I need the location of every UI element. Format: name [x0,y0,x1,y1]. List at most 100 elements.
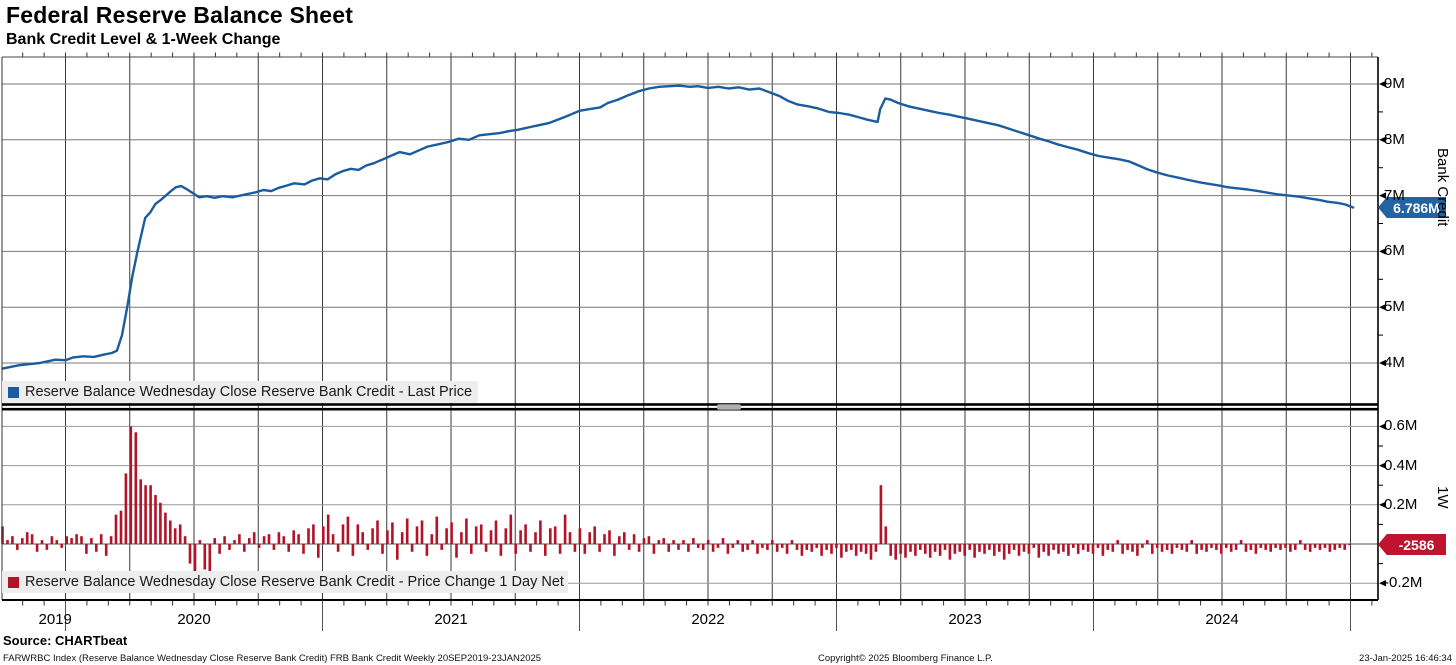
bar-weekly-change [1338,544,1342,548]
bar-weekly-change [1284,544,1287,548]
bar-weekly-change [391,522,394,544]
bar-weekly-change [988,544,991,550]
bar-weekly-change [6,540,9,544]
bar-weekly-change [371,528,374,544]
bar-weekly-change [45,544,49,550]
bar-weekly-change [815,544,818,548]
bar-weekly-change [1175,544,1179,548]
bar-weekly-change [938,544,942,556]
bar-weekly-change [262,536,266,544]
bar-weekly-change [1091,544,1095,554]
bar-weekly-change [139,479,142,544]
legend-top-series[interactable]: Reserve Balance Wednesday Close Reserve … [2,381,478,403]
bar-weekly-change [326,514,330,544]
bar-weekly-change [623,532,626,544]
bar-weekly-change [549,528,552,544]
bar-weekly-change [292,530,295,544]
bar-weekly-change [785,544,789,554]
bar-weekly-change [198,540,202,544]
axis-tick-arrow [1379,136,1386,143]
bar-weekly-change [692,538,695,544]
bar-weekly-change [223,536,226,544]
bar-weekly-change [904,544,907,558]
bar-weekly-change [864,544,868,554]
y-axis-title-bank-credit: Bank Credit [1434,148,1451,227]
bar-weekly-change [568,532,572,544]
page-title: Federal Reserve Balance Sheet [6,2,354,28]
bar-weekly-change [1279,544,1282,550]
bar-weekly-change [805,544,809,550]
bar-weekly-change [1254,544,1258,554]
x-year-label: 2021 [434,611,468,628]
bar-weekly-change [465,518,468,544]
bar-weekly-change [80,536,83,544]
legend-bottom-series[interactable]: Reserve Balance Wednesday Close Reserve … [2,571,568,593]
bar-weekly-change [1076,544,1080,554]
y-tick-label: 0.2M [1384,495,1418,513]
bar-weekly-change [1067,544,1070,556]
axis-tick-arrow [1379,80,1386,88]
bar-weekly-change [780,544,784,548]
bar-weekly-change [1111,544,1115,552]
divider-drag-handle[interactable] [717,404,741,410]
bar-weekly-change [159,502,162,544]
bar-weekly-change [963,544,966,556]
ticker-description: FARWRBC Index (Reserve Balance Wednesday… [3,653,542,664]
bar-weekly-change [1308,544,1312,552]
bar-weekly-change [608,530,611,544]
y-tick-label: 9M [1384,75,1405,92]
bar-weekly-change [297,534,300,544]
bar-weekly-change [1200,544,1203,550]
bar-weekly-change [973,544,976,558]
bar-weekly-change [1244,544,1248,552]
bar-weekly-change [1081,544,1085,550]
bar-weekly-change [953,544,957,554]
bar-weekly-change [1229,544,1233,552]
legend-bottom-label: Reserve Balance Wednesday Close Reserve … [25,574,564,590]
bar-weekly-change [435,516,439,544]
y-tick-label: 5M [1384,298,1405,316]
x-year-label: 2019 [38,611,72,628]
bar-weekly-change [272,544,276,550]
bar-weekly-change [1274,544,1277,548]
last-price-tag[interactable]: 6.786M [1378,197,1446,218]
legend-top-label: Reserve Balance Wednesday Close Reserve … [25,384,473,400]
bar-weekly-change [149,485,152,544]
bar-weekly-change [993,544,996,556]
legend-swatch-line [8,386,19,398]
last-change-tag[interactable]: -2586 [1378,534,1446,555]
bar-weekly-change [287,544,290,552]
bar-weekly-change [1318,544,1322,550]
bar-weekly-change [119,510,123,544]
bar-weekly-change [514,544,517,554]
bar-weekly-change [731,544,735,548]
bar-weekly-change [1170,544,1174,554]
bar-weekly-change [869,544,873,560]
bar-weekly-change [1239,540,1243,544]
bar-weekly-change [1323,544,1327,548]
bar-weekly-change [1294,544,1297,550]
bar-weekly-change [563,514,567,544]
bar-weekly-change [534,532,537,544]
bar-weekly-change [810,544,814,552]
y-tick-label: 6M [1384,242,1405,260]
bar-weekly-change [1057,544,1060,554]
bar-weekly-change [524,524,527,544]
bar-weekly-change [553,526,557,544]
y-tick-label: -0.2M [1384,574,1423,592]
bar-weekly-change [618,536,621,544]
bar-weekly-change [213,538,216,544]
bar-weekly-change [75,534,78,544]
bar-weekly-change [386,530,389,544]
bar-weekly-change [830,544,833,554]
bar-weekly-change [302,544,305,554]
bar-weekly-change [90,538,93,544]
bar-weekly-change [460,532,463,544]
bar-weekly-change [1141,544,1144,548]
bar-weekly-change [726,544,730,554]
axis-tick-arrow [1379,248,1386,255]
bar-weekly-change [85,544,88,554]
bar-weekly-change [983,544,986,554]
bar-weekly-change [746,544,749,550]
